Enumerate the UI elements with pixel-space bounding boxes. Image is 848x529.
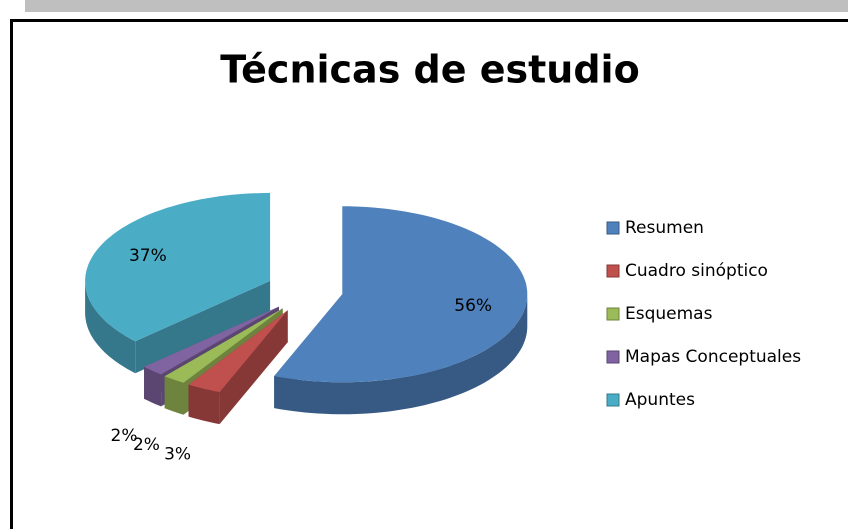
legend-swatch — [606, 264, 620, 278]
slice — [85, 192, 271, 342]
legend-swatch — [606, 393, 620, 407]
data-label: 2% — [111, 426, 138, 446]
legend-label: Apuntes — [625, 390, 695, 410]
slice-side — [135, 280, 271, 374]
slice-side — [274, 294, 528, 415]
slice — [144, 306, 279, 375]
slice-side — [188, 384, 220, 425]
legend-swatch — [606, 221, 620, 235]
data-label: 37% — [129, 246, 167, 266]
slice-side — [164, 376, 184, 415]
legend-swatch — [606, 307, 620, 321]
legend-label: Mapas Conceptuales — [625, 347, 801, 367]
chart-title: Técnicas de estudio — [220, 48, 639, 92]
slice-side — [144, 366, 162, 407]
slice — [188, 310, 288, 393]
legend-label: Resumen — [625, 218, 704, 238]
legend-swatch — [606, 350, 620, 364]
slice — [164, 308, 283, 383]
top-bar — [25, 0, 848, 12]
data-label: 2% — [133, 435, 160, 455]
legend-label: Esquemas — [625, 304, 713, 324]
data-label: 3% — [164, 445, 191, 465]
legend-label: Cuadro sinóptico — [625, 261, 768, 281]
data-label: 56% — [454, 296, 492, 316]
slice-side — [85, 280, 136, 374]
slice — [274, 206, 528, 383]
